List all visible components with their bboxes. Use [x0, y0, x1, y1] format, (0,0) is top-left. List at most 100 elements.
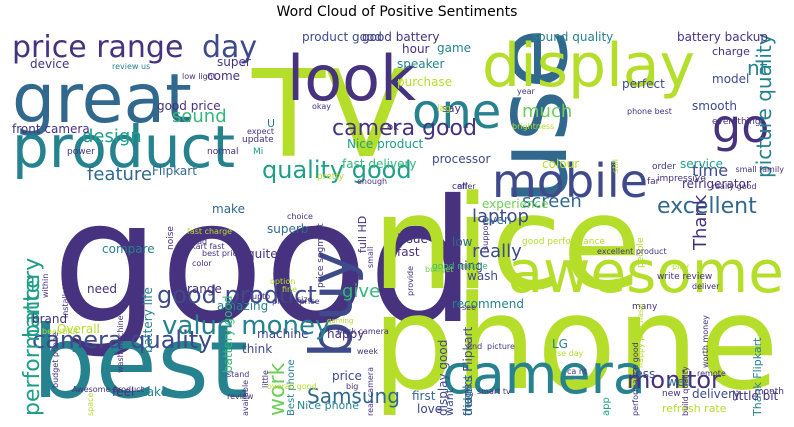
word-camera: camera: [442, 343, 646, 406]
word-smooth: smooth: [692, 99, 737, 113]
word-update: update: [242, 135, 274, 145]
word-product: product: [12, 113, 236, 181]
word-issue: issue: [397, 232, 428, 246]
word-tv: TV: [252, 46, 408, 185]
word-battery-backup: battery backup: [677, 30, 768, 44]
word-option: option: [270, 277, 296, 286]
word-display: display: [482, 31, 696, 101]
word-deliver: deliver: [692, 282, 720, 291]
word-less: less: [632, 367, 656, 381]
word-flipkart-fast: Flipkart fast: [177, 242, 225, 251]
word-noise: noise: [166, 226, 176, 250]
word-screen: screen: [522, 191, 582, 212]
word-gaming: gaming: [327, 317, 354, 325]
word-small: small: [366, 246, 375, 268]
word-power: power: [67, 147, 95, 157]
word-brightness: brightness: [512, 122, 555, 131]
word-camera-good: camera good: [332, 116, 477, 141]
word-game: game: [437, 41, 472, 55]
word-well: well: [667, 375, 691, 389]
word-great: great: [12, 60, 192, 139]
word-say: say: [442, 102, 461, 115]
word-color: color: [192, 259, 212, 268]
word-choice: choice: [287, 212, 313, 221]
word-device: device: [30, 57, 70, 71]
word-day: day: [202, 30, 258, 65]
word-phone-best: phone best: [627, 107, 672, 116]
word-use-day: use day: [552, 349, 584, 358]
word-good-product: good product: [157, 281, 317, 309]
word-superb: superb: [267, 222, 309, 236]
word-play: play: [672, 262, 689, 271]
word-normal: normal: [207, 147, 239, 157]
word-ca-nt: ca nt: [567, 367, 588, 376]
word-upto: upto: [252, 292, 271, 301]
word-lag: lag: [437, 104, 451, 114]
word-first: first: [412, 389, 436, 403]
word-wash: wash: [467, 269, 499, 283]
word-purchase: purchase: [397, 75, 453, 89]
word-come: come: [207, 69, 241, 83]
word-model: model: [712, 72, 750, 86]
word-back-camera: back camera: [337, 327, 389, 336]
word-little-bit: little bit: [732, 389, 779, 403]
word-mi: Mi: [253, 147, 264, 157]
word-impressive: impressive: [657, 174, 706, 184]
word-stand: stand: [227, 370, 250, 379]
word-hour: hour: [402, 42, 430, 56]
word-take: take: [142, 385, 168, 399]
word-thank-flipkart: Thank Flipkart: [751, 337, 764, 416]
word-service: service: [680, 157, 723, 171]
word-available: available: [241, 379, 250, 416]
word-quality-good: quality good: [262, 156, 412, 184]
word-best: best: [32, 304, 249, 416]
word-excellent-product: excellent product: [597, 247, 667, 256]
word-range: range: [187, 282, 222, 296]
word-worth-money: worth money: [701, 315, 710, 368]
word-nt: nt: [747, 56, 768, 80]
word-phone-price: phone price: [272, 297, 320, 306]
word-still: still: [611, 159, 620, 173]
word-wash-machine: wash machine: [116, 315, 125, 373]
word-price-segment: price segment: [316, 223, 326, 288]
word-new: new: [662, 389, 681, 399]
word-many: many: [632, 302, 658, 312]
word-much: much: [522, 101, 573, 122]
word-think: think: [242, 342, 273, 356]
word-small-family: small family: [735, 165, 784, 174]
word-amazing: amazing: [217, 299, 269, 313]
word-sound: sound: [172, 106, 227, 127]
word-pretty: pretty: [317, 172, 345, 182]
word-thank: Thank: [690, 194, 711, 250]
word-thing: thing: [452, 259, 483, 273]
word-rear-camera: rear camera: [366, 367, 375, 416]
word-want: want: [443, 388, 456, 416]
word-go: go: [712, 99, 770, 153]
word-installation: installation: [61, 273, 70, 318]
word-colour: colour: [542, 157, 580, 171]
word-front-camera: front camera: [12, 122, 90, 136]
word-everything: everything: [712, 117, 761, 127]
word-give: give: [342, 281, 381, 302]
word-build-quality: build quality: [681, 366, 690, 416]
word-lg: LG: [552, 337, 568, 351]
word-good-price: good price: [157, 99, 221, 113]
word-quite: quite: [247, 247, 278, 261]
word-product-good: product good: [302, 30, 382, 44]
word-week: week: [357, 347, 379, 356]
word-call: call: [452, 182, 468, 192]
word-samsung: Samsung: [307, 384, 400, 408]
word-size: size: [297, 295, 313, 304]
word-provide: provide: [406, 265, 415, 296]
word-really: really: [472, 241, 522, 262]
word-fast: fast: [397, 245, 420, 259]
word-brand: brand: [32, 312, 68, 326]
word-feature: feature: [87, 164, 152, 185]
word-best-price: best price: [202, 249, 242, 258]
word-make: make: [212, 202, 245, 216]
word-picture: picture: [487, 342, 515, 351]
word-fine: fine: [282, 285, 298, 294]
word-performance-good: performance good: [631, 342, 640, 416]
word-review-us: review us: [112, 62, 151, 71]
word-fast-delivery: fast delivery: [342, 157, 417, 171]
